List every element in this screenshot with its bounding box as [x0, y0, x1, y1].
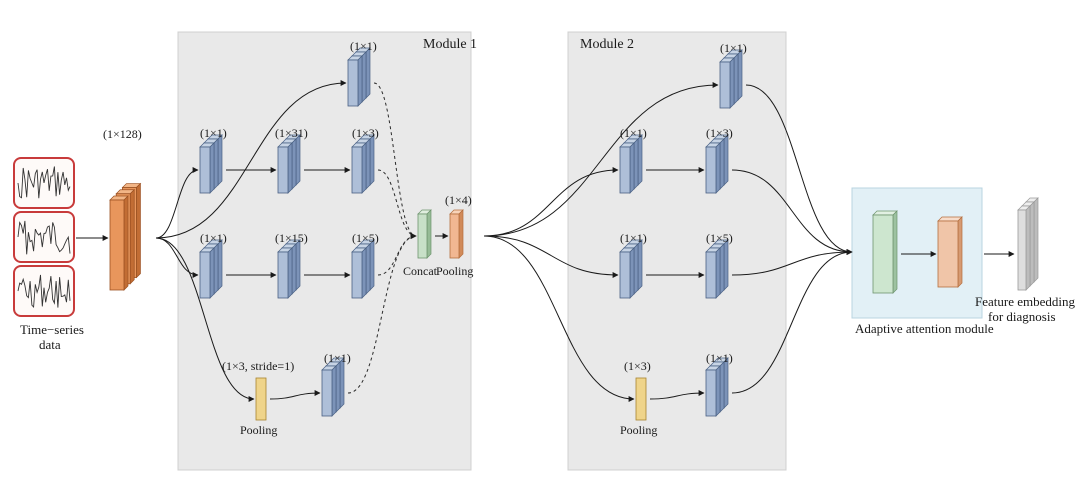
svg-text:(1×3): (1×3): [352, 126, 379, 140]
svg-text:(1×31): (1×31): [275, 126, 308, 140]
svg-text:Module 1: Module 1: [423, 37, 477, 52]
svg-text:(1×5): (1×5): [352, 231, 379, 245]
svg-text:Adaptive attention module: Adaptive attention module: [855, 321, 994, 336]
svg-text:Pooling: Pooling: [436, 264, 473, 278]
block-output: [1018, 198, 1038, 290]
block-attn2: [938, 217, 962, 287]
block-attn1: [873, 211, 897, 293]
block-m1_r2a: [200, 135, 222, 193]
svg-text:(1×128): (1×128): [103, 127, 142, 141]
svg-text:data: data: [39, 337, 61, 352]
svg-text:(1×4): (1×4): [445, 193, 472, 207]
svg-text:Pooling: Pooling: [240, 423, 277, 437]
block-concat: [418, 210, 431, 258]
svg-text:(1×3): (1×3): [706, 126, 733, 140]
svg-text:(1×1): (1×1): [200, 126, 227, 140]
block-m1_r3a: [200, 240, 222, 298]
block-m2_r2a: [620, 135, 642, 193]
svg-text:(1×5): (1×5): [706, 231, 733, 245]
svg-text:(1×3, stride=1): (1×3, stride=1): [222, 359, 294, 373]
attention-module-panel: [852, 188, 982, 318]
svg-text:Concat: Concat: [403, 264, 438, 278]
svg-text:Module 2: Module 2: [580, 37, 634, 52]
svg-text:(1×1): (1×1): [620, 126, 647, 140]
svg-text:for diagnosis: for diagnosis: [988, 309, 1056, 324]
svg-text:Time−series: Time−series: [20, 322, 84, 337]
block-m2_r2b: [706, 135, 728, 193]
block-m1_r2c: [352, 135, 374, 193]
svg-text:(1×1): (1×1): [200, 231, 227, 245]
block-input: [110, 184, 140, 290]
svg-text:Feature embedding: Feature embedding: [975, 294, 1075, 309]
block-midpool: [450, 210, 463, 258]
svg-text:(1×1): (1×1): [706, 351, 733, 365]
svg-text:(1×15): (1×15): [275, 231, 308, 245]
module-2-panel: [568, 32, 786, 470]
block-m2_r4b: [706, 358, 728, 416]
svg-text:(1×1): (1×1): [620, 231, 647, 245]
svg-text:(1×1): (1×1): [720, 41, 747, 55]
block-m1_r2b: [278, 135, 300, 193]
block-m1_pool: [256, 378, 266, 420]
svg-text:(1×1): (1×1): [350, 39, 377, 53]
block-m1_top: [348, 48, 370, 106]
block-m1_r3b: [278, 240, 300, 298]
block-m2_top: [720, 50, 742, 108]
block-m2_r3b: [706, 240, 728, 298]
svg-text:(1×3): (1×3): [624, 359, 651, 373]
svg-text:(1×1): (1×1): [324, 351, 351, 365]
svg-text:Pooling: Pooling: [620, 423, 657, 437]
block-m2_pool: [636, 378, 646, 420]
block-m1_r3c: [352, 240, 374, 298]
block-m2_r3a: [620, 240, 642, 298]
architecture-diagram: Module 1 Module 2 Adaptive attention modul…: [0, 0, 1080, 501]
block-m1_r4b: [322, 358, 344, 416]
